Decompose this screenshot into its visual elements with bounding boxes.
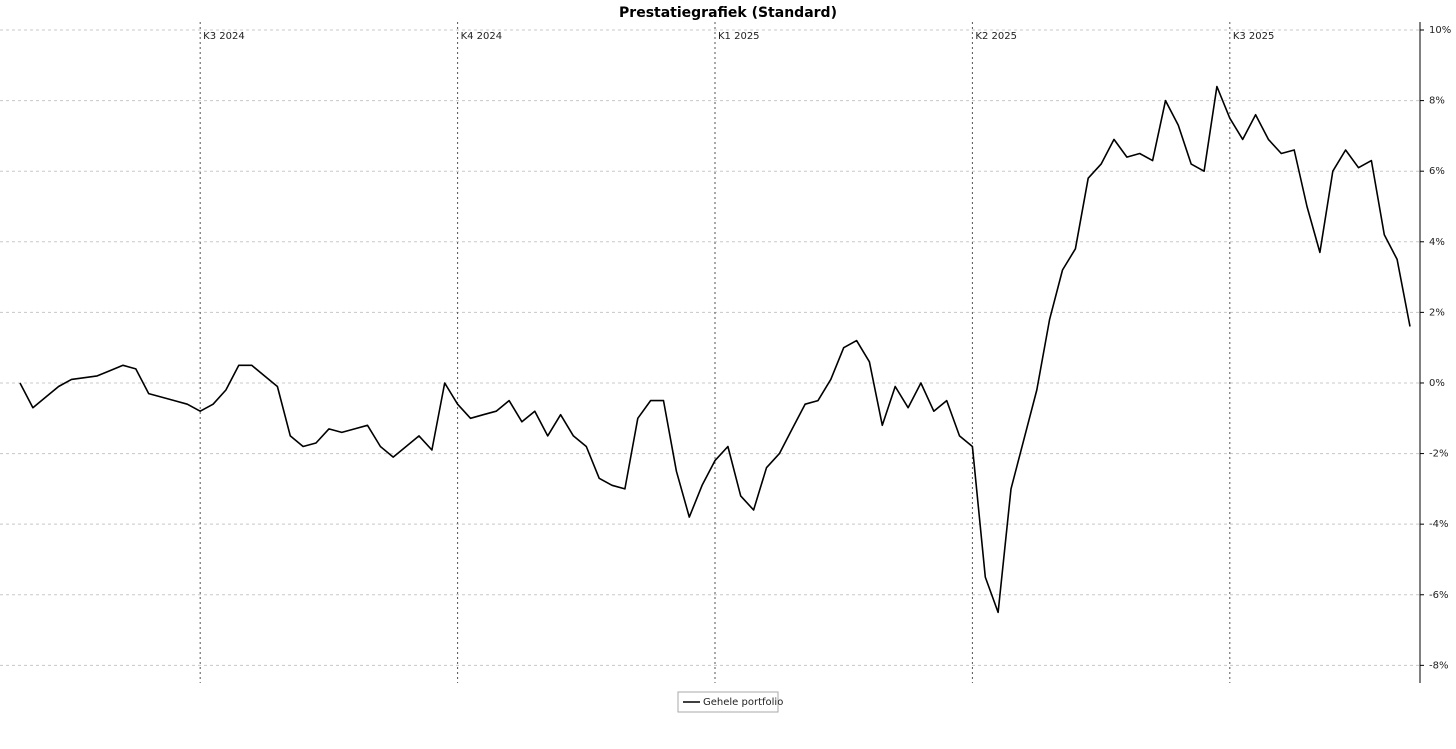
x-tick-label: K3 2024 (203, 31, 245, 42)
y-tick-label: 4% (1429, 237, 1445, 248)
y-tick-label: -6% (1429, 590, 1448, 601)
y-tick-label: 0% (1429, 378, 1445, 389)
y-tick-label: 2% (1429, 307, 1445, 318)
y-tick-label: -4% (1429, 519, 1448, 530)
x-tick-label: K1 2025 (718, 31, 760, 42)
legend: Gehele portfolio (677, 691, 783, 713)
x-tick-label: K2 2025 (975, 31, 1017, 42)
y-tick-label: -8% (1429, 660, 1448, 671)
chart-title: Prestatiegrafiek (Standard) (619, 5, 837, 21)
y-tick-label: -2% (1429, 449, 1448, 460)
x-tick-label: K4 2024 (461, 31, 503, 42)
y-tick-label: 10% (1429, 25, 1451, 36)
y-tick-label: 8% (1429, 96, 1445, 107)
x-tick-label: K3 2025 (1233, 31, 1275, 42)
legend-label: Gehele portfolio (703, 697, 783, 708)
y-tick-label: 6% (1429, 166, 1445, 177)
legend-box (677, 691, 779, 713)
series-line (19, 85, 1411, 614)
